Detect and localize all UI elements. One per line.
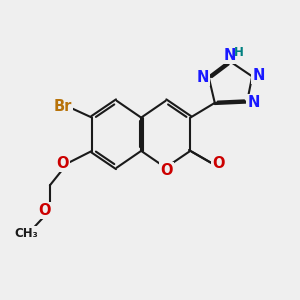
Text: O: O bbox=[56, 156, 68, 171]
Text: H: H bbox=[234, 46, 244, 59]
Text: O: O bbox=[160, 163, 173, 178]
Text: N: N bbox=[224, 48, 236, 63]
Text: N: N bbox=[248, 95, 260, 110]
Text: CH₃: CH₃ bbox=[14, 227, 38, 240]
Text: O: O bbox=[212, 156, 225, 171]
Text: N: N bbox=[196, 70, 208, 85]
Text: N: N bbox=[253, 68, 265, 83]
Text: O: O bbox=[38, 203, 51, 218]
Text: Br: Br bbox=[53, 99, 72, 114]
